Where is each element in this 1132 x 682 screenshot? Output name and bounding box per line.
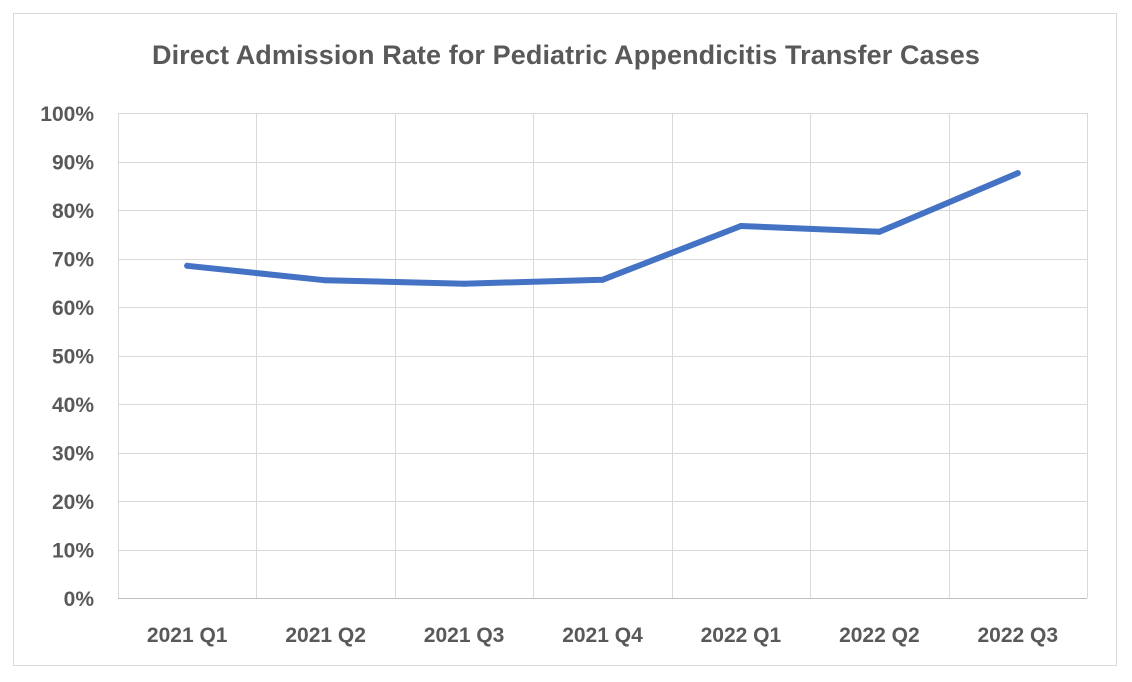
series-group bbox=[184, 170, 1021, 287]
grid-lines bbox=[118, 113, 1088, 599]
x-tick-label: 2021 Q4 bbox=[562, 624, 643, 647]
chart-title: Direct Admission Rate for Pediatric Appe… bbox=[151, 40, 981, 70]
y-tick-label: 20% bbox=[52, 491, 94, 514]
x-tick-label: 2021 Q3 bbox=[424, 624, 505, 647]
data-point bbox=[322, 277, 329, 284]
chart-frame bbox=[13, 13, 1117, 666]
y-tick-label: 50% bbox=[52, 346, 94, 369]
data-point bbox=[1014, 170, 1021, 177]
y-axis-labels: 0% 10% 20% 30% 40% 50% 60% 70% 80% 90% 100% bbox=[40, 103, 94, 611]
data-point bbox=[184, 262, 191, 269]
y-tick-label: 30% bbox=[52, 443, 94, 466]
x-tick-label: 2022 Q1 bbox=[701, 624, 782, 647]
y-tick-label: 70% bbox=[52, 249, 94, 272]
data-point bbox=[461, 280, 468, 287]
y-tick-label: 0% bbox=[64, 588, 95, 611]
y-tick-label: 60% bbox=[52, 297, 94, 320]
data-point bbox=[599, 276, 606, 283]
x-tick-label: 2022 Q2 bbox=[839, 624, 920, 647]
y-tick-label: 80% bbox=[52, 200, 94, 223]
y-tick-label: 100% bbox=[40, 103, 94, 126]
series-line-0 bbox=[184, 170, 1021, 287]
y-tick-label: 10% bbox=[52, 540, 94, 563]
y-tick-label: 90% bbox=[52, 152, 94, 175]
x-tick-label: 2022 Q3 bbox=[977, 624, 1058, 647]
x-tick-label: 2021 Q2 bbox=[285, 624, 366, 647]
data-point bbox=[737, 223, 744, 230]
y-tick-label: 40% bbox=[52, 394, 94, 417]
data-point bbox=[876, 228, 883, 235]
x-tick-label: 2021 Q1 bbox=[147, 624, 228, 647]
x-axis-labels: 2021 Q1 2021 Q2 2021 Q3 2021 Q4 2022 Q1 2022 … bbox=[147, 624, 1058, 647]
